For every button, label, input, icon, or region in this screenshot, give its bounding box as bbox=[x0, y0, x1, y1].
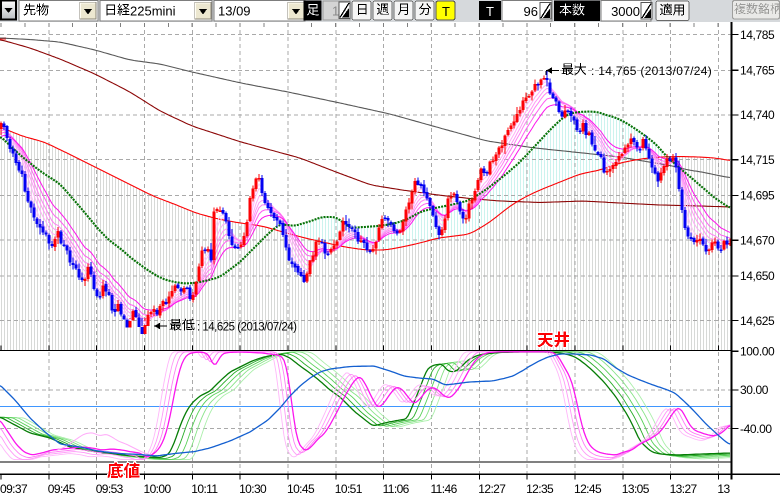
svg-text:1: 1 bbox=[332, 4, 339, 19]
svg-text:12:35: 12:35 bbox=[526, 482, 554, 496]
svg-text:09:45: 09:45 bbox=[48, 482, 76, 496]
svg-text:3000: 3000 bbox=[611, 4, 640, 19]
svg-text:100.00: 100.00 bbox=[740, 345, 775, 359]
svg-text:10:51: 10:51 bbox=[335, 482, 363, 496]
svg-text:14,740: 14,740 bbox=[740, 108, 775, 122]
svg-text:10:11: 10:11 bbox=[191, 482, 218, 496]
svg-text:14,650: 14,650 bbox=[740, 269, 775, 283]
svg-text:12:45: 12:45 bbox=[574, 482, 602, 496]
svg-text:14,765: 14,765 bbox=[740, 64, 775, 78]
svg-text:09:53: 09:53 bbox=[96, 482, 124, 496]
svg-text:13: 13 bbox=[717, 482, 730, 496]
svg-text:: 14,625 (2013/07/24): : 14,625 (2013/07/24) bbox=[197, 322, 297, 334]
svg-text:13:05: 13:05 bbox=[622, 482, 650, 496]
svg-text:14,625: 14,625 bbox=[740, 314, 775, 328]
svg-text:30.00: 30.00 bbox=[740, 383, 769, 397]
svg-text:10:30: 10:30 bbox=[239, 482, 267, 496]
svg-text:10:45: 10:45 bbox=[287, 482, 315, 496]
svg-text:-40.00: -40.00 bbox=[740, 422, 772, 436]
svg-text:11:46: 11:46 bbox=[431, 482, 458, 496]
svg-text:09:37: 09:37 bbox=[0, 482, 28, 496]
svg-text:10:00: 10:00 bbox=[144, 482, 172, 496]
svg-text:14,695: 14,695 bbox=[740, 189, 775, 203]
svg-text:14,715: 14,715 bbox=[740, 153, 775, 167]
svg-text:14,670: 14,670 bbox=[740, 233, 775, 247]
svg-text:96: 96 bbox=[524, 4, 538, 19]
svg-text:225mini: 225mini bbox=[130, 4, 176, 19]
svg-text:11:06: 11:06 bbox=[383, 482, 410, 496]
svg-text:12:27: 12:27 bbox=[478, 482, 506, 496]
svg-text:: 14,765 (2013/07/24): : 14,765 (2013/07/24) bbox=[591, 64, 712, 78]
svg-text:13:27: 13:27 bbox=[670, 482, 698, 496]
svg-text:T: T bbox=[442, 4, 450, 19]
svg-text:T: T bbox=[486, 4, 494, 19]
svg-text:14,785: 14,785 bbox=[740, 28, 775, 42]
svg-text:13/09: 13/09 bbox=[218, 4, 251, 19]
